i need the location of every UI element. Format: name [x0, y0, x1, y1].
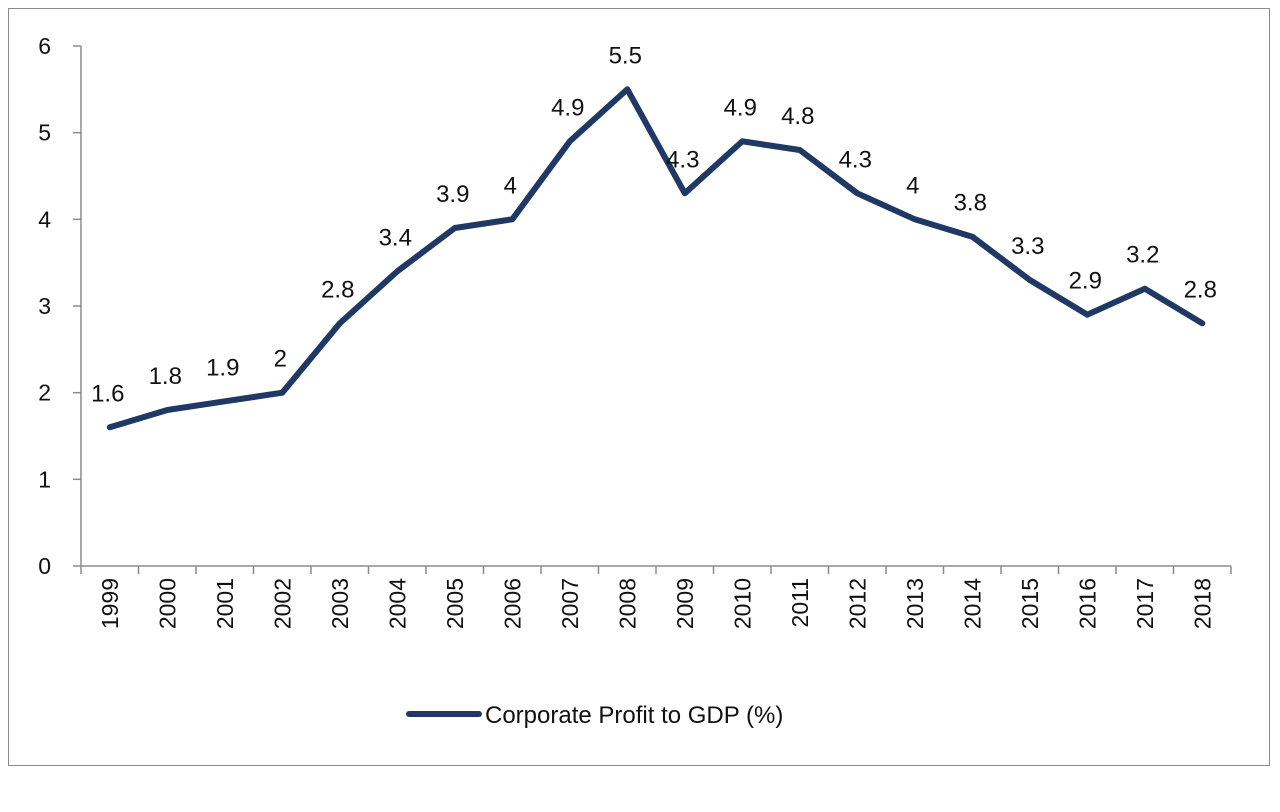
data-label: 5.5 [609, 42, 642, 69]
data-label: 4.3 [839, 146, 872, 173]
data-point [452, 225, 458, 231]
data-label: 3.4 [379, 224, 412, 251]
data-point [854, 190, 860, 196]
data-label: 1.6 [91, 380, 124, 407]
data-point [222, 398, 228, 404]
y-tick-label: 0 [38, 553, 51, 579]
data-point [1199, 320, 1205, 326]
data-point [164, 407, 170, 413]
data-point [1142, 286, 1148, 292]
data-point [107, 424, 113, 430]
x-tick-label: 2002 [269, 578, 295, 629]
x-tick-label: 2014 [959, 578, 985, 629]
x-tick-label: 2003 [327, 578, 353, 629]
data-label: 4 [906, 172, 919, 199]
x-tick-label: 2017 [1132, 578, 1158, 629]
chart-frame: 0 1 2 3 4 5 6 1999 2000 2001 2002 2003 2004 2005 2006… [8, 8, 1270, 766]
data-point [1084, 312, 1090, 318]
x-tick-label: 1999 [97, 578, 123, 629]
data-label: 3.3 [1011, 233, 1044, 260]
x-tick-label: 2015 [1017, 578, 1043, 629]
data-label: 1.9 [206, 354, 239, 381]
x-tick-label: 2001 [212, 578, 238, 629]
data-point [279, 390, 285, 396]
x-tick-label: 2008 [614, 578, 640, 629]
x-tick-label: 2009 [672, 578, 698, 629]
line-chart: 0 1 2 3 4 5 6 1999 2000 2001 2002 2003 2004 2005 2006… [38, 33, 1232, 729]
y-tick-label: 5 [38, 120, 51, 146]
y-tick-label: 6 [38, 33, 51, 59]
data-label: 2.8 [1184, 276, 1217, 303]
data-point [797, 147, 803, 153]
data-point [567, 138, 573, 144]
y-tick-label: 2 [38, 380, 51, 406]
y-axis-ticks: 0 1 2 3 4 5 6 [38, 33, 81, 579]
data-label: 1.8 [149, 363, 182, 390]
data-point [682, 190, 688, 196]
y-tick-label: 3 [38, 293, 51, 319]
x-tick-label: 2000 [154, 578, 180, 629]
data-point [624, 86, 630, 92]
x-tick-label: 2010 [729, 578, 755, 629]
x-tick-label: 2013 [902, 578, 928, 629]
data-point [337, 320, 343, 326]
data-point [394, 268, 400, 274]
data-point [739, 138, 745, 144]
x-axis-ticks: 1999 2000 2001 2002 2003 2004 2005 2006 2007 2008… [80, 566, 1232, 629]
x-tick-label: 2018 [1189, 578, 1215, 629]
data-point [912, 216, 918, 222]
x-tick-label: 2005 [442, 578, 468, 629]
data-label: 2.9 [1069, 268, 1102, 295]
data-point [1027, 277, 1033, 283]
x-tick-label: 2007 [557, 578, 583, 629]
data-label: 4 [504, 172, 517, 199]
x-tick-label: 2016 [1074, 578, 1100, 629]
data-label: 4.9 [724, 94, 757, 121]
data-label: 3.2 [1126, 242, 1159, 269]
data-label: 3.9 [436, 181, 469, 208]
x-tick-label: 2011 [787, 578, 813, 627]
x-tick-label: 2006 [499, 578, 525, 629]
legend: Corporate Profit to GDP (%) [406, 702, 783, 729]
data-points [107, 86, 1205, 430]
data-label: 4.9 [551, 94, 584, 121]
x-tick-label: 2004 [384, 578, 410, 629]
series-line [106, 86, 1206, 431]
data-label: 2 [274, 346, 287, 373]
data-label: 2.8 [321, 276, 354, 303]
data-label: 4.8 [781, 103, 814, 130]
y-tick-label: 4 [38, 206, 51, 232]
y-tick-label: 1 [38, 466, 51, 492]
data-label: 4.3 [666, 146, 699, 173]
data-point [969, 234, 975, 240]
data-point [509, 216, 515, 222]
x-tick-label: 2012 [844, 578, 870, 629]
data-label: 3.8 [954, 190, 987, 217]
legend-label: Corporate Profit to GDP (%) [485, 702, 783, 729]
data-labels: 1.6 1.8 1.9 2 2.8 3.4 3.9 4 4.9 5.5 4.3 4.9 4.8 4.3 4 3… [91, 42, 1217, 407]
